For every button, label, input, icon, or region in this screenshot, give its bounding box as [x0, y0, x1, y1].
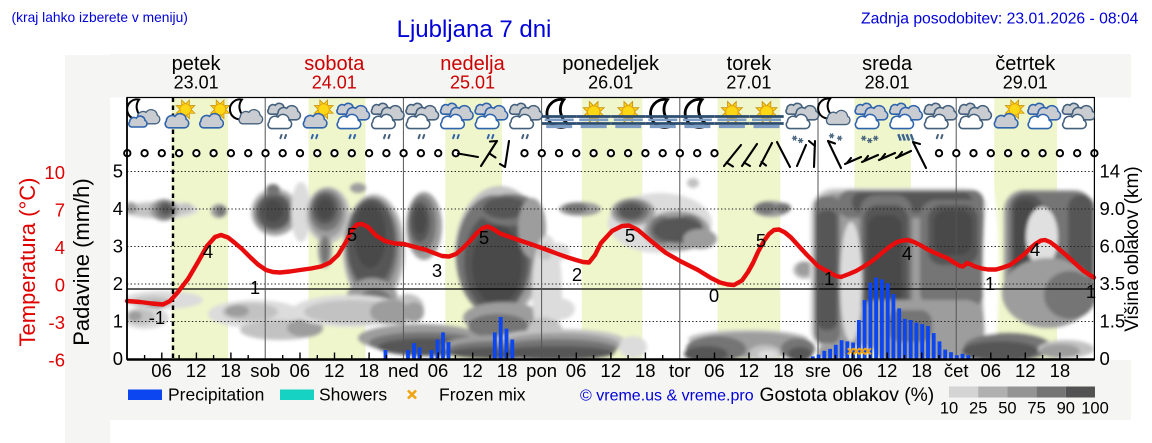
svg-text:18: 18 — [359, 360, 380, 381]
svg-text:12: 12 — [324, 360, 345, 381]
svg-text:25.01: 25.01 — [450, 73, 495, 93]
svg-text:-3: -3 — [49, 312, 65, 333]
svg-text:Frozen mix: Frozen mix — [439, 385, 526, 405]
svg-text:18: 18 — [773, 360, 794, 381]
svg-text:1: 1 — [1086, 281, 1096, 302]
svg-text:petek: petek — [172, 53, 222, 75]
svg-text:Temperatura (°C): Temperatura (°C) — [15, 178, 40, 347]
svg-text:18: 18 — [911, 360, 932, 381]
svg-text:12: 12 — [462, 360, 483, 381]
svg-text:10: 10 — [44, 162, 65, 183]
svg-text:nedelja: nedelja — [440, 53, 505, 75]
svg-text:sobota: sobota — [304, 53, 365, 75]
svg-text:2: 2 — [113, 273, 123, 294]
svg-text:29.01: 29.01 — [1003, 73, 1048, 93]
svg-text:ponedeljek: ponedeljek — [562, 53, 660, 75]
svg-text:90: 90 — [1057, 400, 1075, 418]
svg-text:3: 3 — [113, 236, 123, 257]
svg-text:Ljubljana 7 dni: Ljubljana 7 dni — [397, 16, 552, 43]
svg-text:24.01: 24.01 — [312, 73, 357, 93]
svg-text:100: 100 — [1081, 400, 1109, 418]
svg-text:18: 18 — [497, 360, 518, 381]
svg-text:06: 06 — [981, 360, 1002, 381]
svg-text:4: 4 — [203, 241, 213, 262]
svg-text:Višina oblakov (km): Višina oblakov (km) — [1122, 166, 1143, 331]
svg-text:6.0: 6.0 — [1100, 236, 1126, 257]
svg-text:4: 4 — [55, 237, 65, 258]
svg-text:sreda: sreda — [862, 53, 913, 75]
svg-text:1.5: 1.5 — [1100, 311, 1126, 332]
svg-text:© vreme.us & vreme.pro: © vreme.us & vreme.pro — [580, 388, 754, 405]
svg-text:0: 0 — [113, 348, 123, 369]
svg-text:sre: sre — [805, 360, 831, 381]
svg-text:06: 06 — [566, 360, 587, 381]
svg-text:tor: tor — [669, 360, 691, 381]
svg-text:0: 0 — [55, 275, 65, 296]
svg-text:75: 75 — [1027, 400, 1045, 418]
svg-text:5: 5 — [756, 230, 766, 251]
svg-text:2: 2 — [572, 264, 582, 285]
svg-text:50: 50 — [998, 400, 1016, 418]
svg-text:18: 18 — [635, 360, 656, 381]
svg-text:12: 12 — [877, 360, 898, 381]
svg-text:9.0: 9.0 — [1100, 198, 1126, 219]
svg-text:12: 12 — [739, 360, 760, 381]
svg-text:5: 5 — [347, 224, 357, 245]
svg-text:4: 4 — [1030, 239, 1040, 260]
svg-text:-6: -6 — [49, 350, 65, 371]
svg-text:26.01: 26.01 — [588, 73, 633, 93]
svg-text:Padavine (mm/h): Padavine (mm/h) — [69, 178, 94, 346]
svg-text:3.5: 3.5 — [1100, 273, 1126, 294]
svg-text:Precipitation: Precipitation — [168, 385, 264, 405]
svg-text:(kraj lahko izberete v meniju): (kraj lahko izberete v meniju) — [12, 10, 188, 25]
svg-text:18: 18 — [1050, 360, 1071, 381]
svg-text:3: 3 — [432, 260, 442, 281]
svg-text:Showers: Showers — [319, 385, 387, 405]
svg-text:-1: -1 — [149, 307, 165, 328]
svg-text:pon: pon — [526, 360, 557, 381]
svg-text:Zadnja posodobitev: 23.01.2026: Zadnja posodobitev: 23.01.2026 - 08:04 — [861, 11, 1139, 28]
svg-text:ned: ned — [388, 360, 419, 381]
svg-text:10: 10 — [940, 400, 958, 418]
svg-text:5: 5 — [113, 161, 123, 182]
svg-text:06: 06 — [704, 360, 725, 381]
svg-text:čet: čet — [944, 360, 969, 381]
svg-text:1: 1 — [250, 277, 260, 298]
svg-text:14: 14 — [1100, 161, 1121, 182]
svg-text:0: 0 — [709, 285, 719, 306]
svg-text:4: 4 — [113, 198, 123, 219]
svg-text:18: 18 — [220, 360, 241, 381]
svg-text:5: 5 — [625, 225, 635, 246]
svg-text:1: 1 — [985, 273, 995, 294]
svg-text:torek: torek — [727, 53, 772, 75]
svg-text:7: 7 — [55, 200, 65, 221]
svg-text:06: 06 — [151, 360, 172, 381]
svg-text:četrtek: četrtek — [995, 53, 1056, 75]
svg-text:12: 12 — [186, 360, 207, 381]
svg-text:sob: sob — [250, 360, 280, 381]
svg-text:06: 06 — [428, 360, 449, 381]
svg-text:12: 12 — [600, 360, 621, 381]
svg-text:06: 06 — [290, 360, 311, 381]
svg-text:4: 4 — [902, 243, 912, 264]
svg-text:23.01: 23.01 — [174, 73, 219, 93]
svg-text:28.01: 28.01 — [865, 73, 910, 93]
svg-text:1: 1 — [113, 311, 123, 332]
svg-text:27.01: 27.01 — [726, 73, 771, 93]
svg-text:0: 0 — [1100, 348, 1110, 369]
svg-text:12: 12 — [1015, 360, 1036, 381]
svg-text:Gostota oblakov (%): Gostota oblakov (%) — [760, 385, 935, 406]
svg-text:06: 06 — [842, 360, 863, 381]
svg-text:5: 5 — [479, 227, 489, 248]
svg-text:1: 1 — [824, 268, 834, 289]
svg-text:25: 25 — [969, 400, 987, 418]
